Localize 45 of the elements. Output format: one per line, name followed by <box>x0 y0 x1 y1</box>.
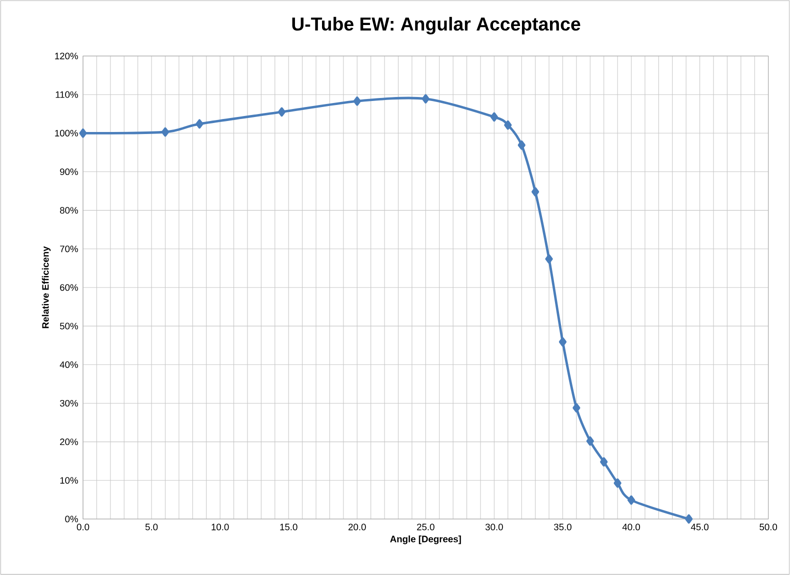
x-tick-label: 10.0 <box>212 524 229 530</box>
y-tick-label: 100% <box>55 130 78 136</box>
point <box>278 107 286 117</box>
y-axis-title: Relative Efficiceny <box>42 246 51 328</box>
point <box>572 403 580 413</box>
point <box>545 254 553 264</box>
y-tick-label: 20% <box>60 438 78 446</box>
y-tick-label: 10% <box>60 477 78 484</box>
point <box>685 514 693 524</box>
point <box>161 127 170 137</box>
point <box>586 436 594 446</box>
x-tick-label: 35.0 <box>554 524 572 530</box>
y-tick-label: 30% <box>60 400 78 407</box>
x-tick-label: 45.0 <box>690 524 709 530</box>
point <box>614 478 622 488</box>
y-tick-label: 80% <box>60 207 78 214</box>
y-tick-label: 0% <box>65 516 78 522</box>
y-tick-label: 90% <box>60 168 78 176</box>
point <box>627 495 636 505</box>
x-tick-label: 5.0 <box>145 524 158 530</box>
point <box>79 128 87 138</box>
point <box>558 337 567 347</box>
x-tick-label: 25.0 <box>417 524 434 530</box>
y-tick-label: 50% <box>60 322 78 330</box>
y-tick-label: 110% <box>56 91 78 98</box>
point <box>422 94 430 104</box>
x-axis-title: Angle [Degrees] <box>390 535 461 544</box>
point <box>353 96 361 106</box>
point <box>532 187 540 196</box>
chart-title: U-Tube EW: Angular Acceptance <box>292 16 580 34</box>
x-tick-label: 15.0 <box>280 524 298 530</box>
y-tick-label: 60% <box>60 284 78 291</box>
point <box>518 140 526 150</box>
x-tick-label: 0.0 <box>76 524 90 530</box>
y-tick-label: 40% <box>60 361 78 368</box>
x-tick-label: 20.0 <box>348 524 366 530</box>
x-tick-label: 40.0 <box>622 524 640 530</box>
point <box>490 112 498 122</box>
x-tick-label: 30.0 <box>485 524 503 530</box>
x-tick-label: 50.0 <box>760 524 778 530</box>
point <box>196 119 204 129</box>
y-tick-label: 70% <box>60 246 78 252</box>
y-tick-label: 120% <box>55 52 78 60</box>
point <box>600 457 608 467</box>
point <box>504 120 512 130</box>
